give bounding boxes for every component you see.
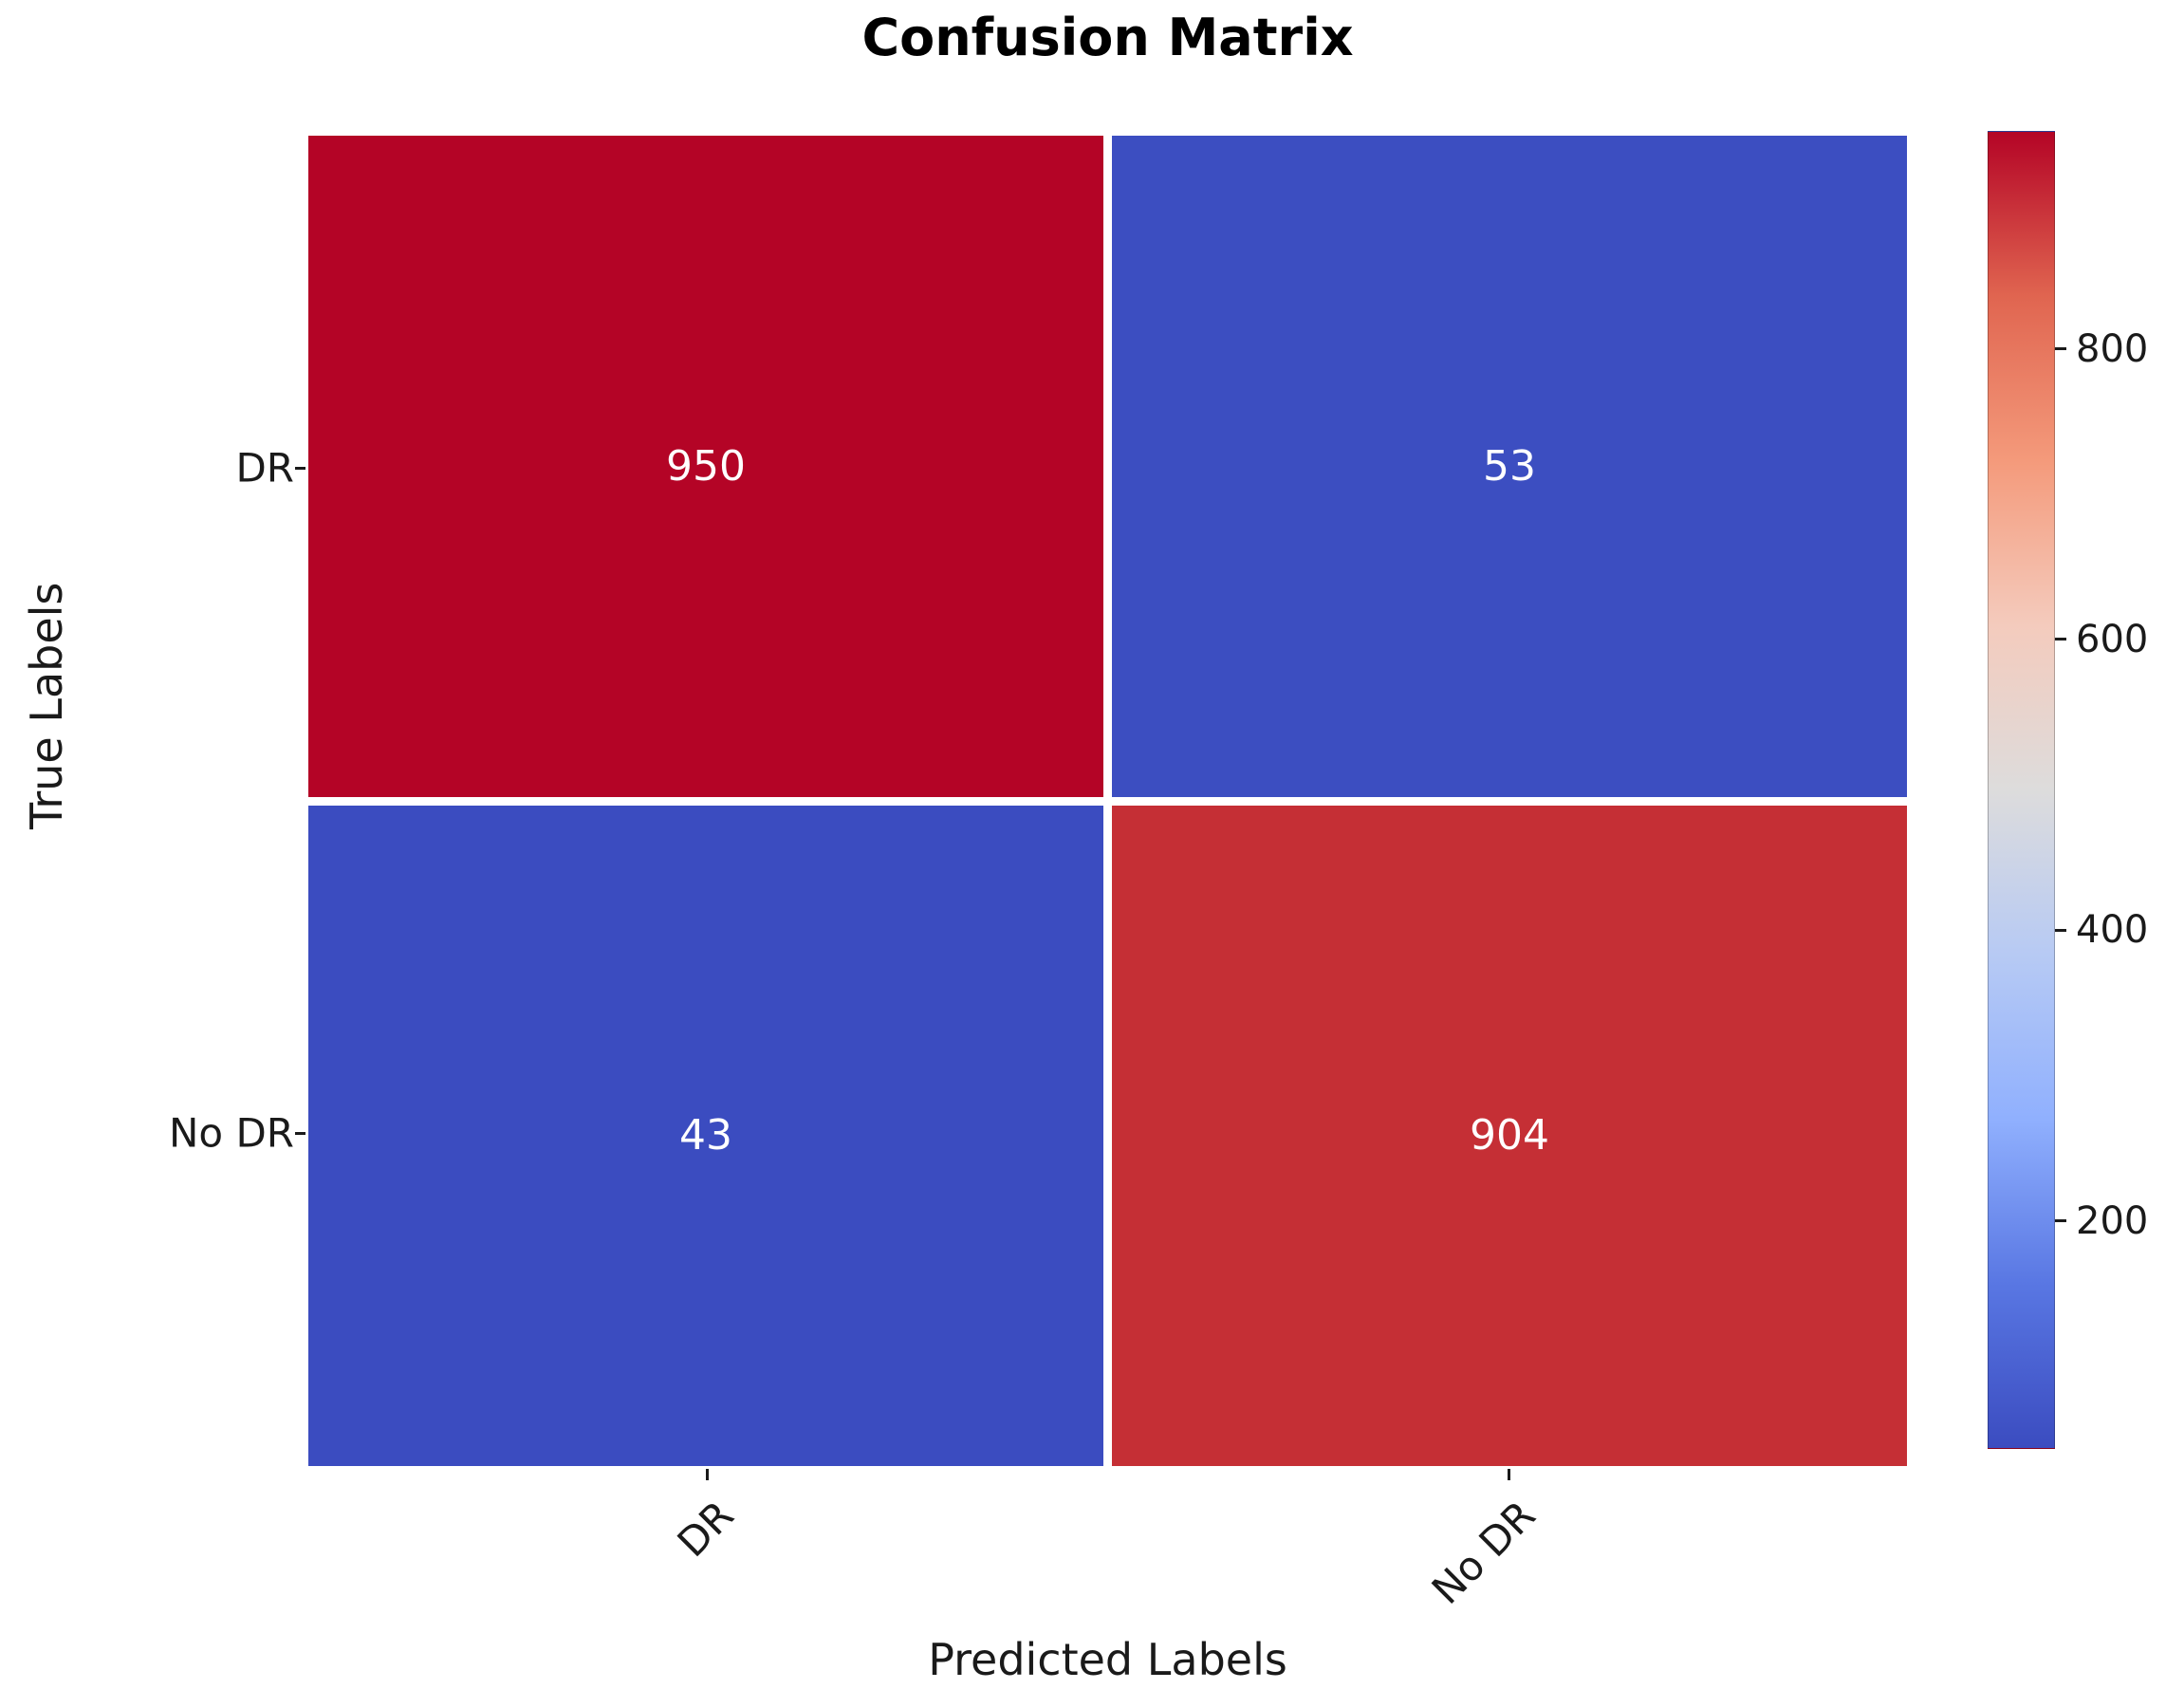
x-axis-label: Predicted Labels [928, 1634, 1287, 1685]
heatmap-cell-true-nodr-pred-nodr: 904 [1112, 805, 1907, 1466]
cell-value: 904 [1470, 1111, 1549, 1160]
colorbar-tick-mark [2055, 347, 2066, 351]
chart-title: Confusion Matrix [861, 8, 1354, 67]
x-tick-mark [1508, 1469, 1510, 1480]
cell-value: 53 [1483, 441, 1536, 491]
y-tick-label-dr: DR [235, 444, 294, 492]
y-tick-mark [295, 1132, 305, 1135]
colorbar-ticks: 200 400 600 800 [2055, 131, 2184, 1449]
colorbar-tick-mark [2055, 928, 2066, 932]
cell-value: 950 [666, 441, 746, 491]
cell-value: 43 [679, 1111, 732, 1160]
heatmap-cell-true-dr-pred-nodr: 53 [1112, 136, 1907, 797]
y-axis-label: True Labels [21, 582, 72, 829]
heatmap-grid: 950 53 43 904 [308, 136, 1907, 1466]
y-tick-mark [295, 467, 305, 470]
colorbar-tick-mark [2055, 1219, 2066, 1223]
x-tick-mark [706, 1469, 709, 1480]
colorbar-gradient [1988, 131, 2055, 1449]
y-tick-label-nodr: No DR [169, 1109, 294, 1157]
heatmap-cell-true-nodr-pred-dr: 43 [308, 805, 1103, 1466]
colorbar-tick-mark [2055, 638, 2066, 641]
heatmap-cell-true-dr-pred-dr: 950 [308, 136, 1103, 797]
